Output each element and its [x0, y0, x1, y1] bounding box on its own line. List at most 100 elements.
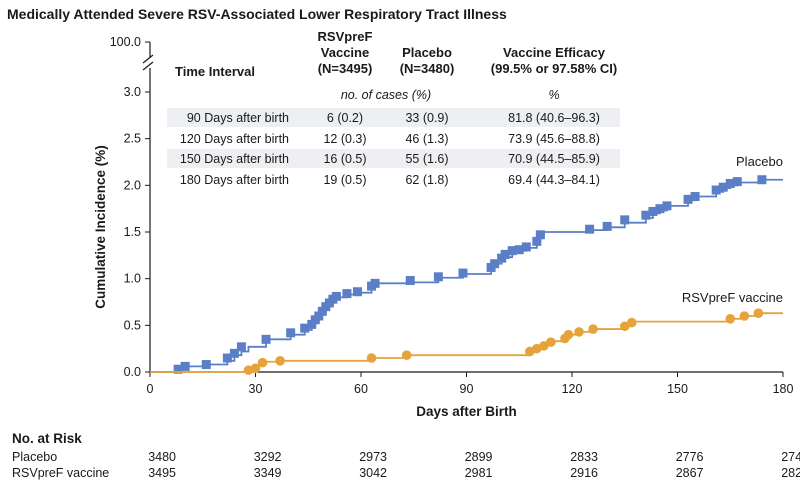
data-point-placebo: [514, 245, 524, 255]
risk-value: 3495: [148, 466, 176, 480]
table-cell-vaccine: 6 (0.2): [327, 111, 363, 125]
data-point-placebo: [173, 364, 183, 374]
table-header-efficacy: Vaccine Efficacy: [503, 45, 606, 60]
data-point-placebo: [180, 361, 190, 371]
data-point-rsvpref-vaccine: [539, 341, 549, 351]
data-point-rsvpref-vaccine: [366, 353, 377, 363]
risk-value: 2833: [570, 450, 598, 464]
data-point-placebo: [757, 175, 767, 185]
data-point-placebo: [317, 306, 327, 316]
table-header-vaccine: (N=3495): [318, 61, 373, 76]
data-point-placebo: [261, 334, 271, 344]
table-cell-vaccine: 19 (0.5): [323, 173, 366, 187]
data-point-rsvpref-vaccine: [753, 308, 764, 319]
data-point-placebo: [286, 328, 296, 338]
y-tick-label: 1.5: [124, 225, 141, 239]
data-point-placebo: [620, 215, 630, 225]
risk-value: 3349: [254, 466, 282, 480]
data-point-rsvpref-vaccine: [626, 317, 637, 328]
risk-row-label: RSVpreF vaccine: [12, 466, 109, 480]
x-tick-label: 90: [460, 382, 474, 396]
axis-break-gap: [142, 58, 158, 68]
data-point-placebo: [314, 311, 324, 321]
table-cell-placebo: 33 (0.9): [405, 111, 448, 125]
data-point-rsvpref-vaccine: [401, 350, 412, 361]
data-point-placebo: [655, 204, 665, 214]
data-point-placebo: [641, 210, 651, 220]
y-tick-label: 2.5: [124, 132, 141, 146]
table-header-efficacy: (99.5% or 97.58% CI): [491, 61, 617, 76]
risk-value: 2973: [359, 450, 387, 464]
data-point-placebo: [300, 323, 310, 333]
data-point-rsvpref-vaccine: [257, 357, 268, 368]
data-point-rsvpref-vaccine: [588, 324, 598, 334]
data-point-placebo: [307, 319, 317, 329]
data-point-rsvpref-vaccine: [725, 314, 736, 324]
data-point-placebo: [370, 278, 380, 288]
y-axis-label: Cumulative Incidence (%): [93, 145, 108, 309]
data-point-placebo: [236, 342, 246, 352]
x-tick-label: 0: [147, 382, 154, 396]
table-cell-vaccine: 12 (0.3): [323, 132, 366, 146]
y-tick-label: 3.0: [124, 85, 141, 99]
data-point-placebo: [711, 185, 721, 195]
table-cell-efficacy: 81.8 (40.6–96.3): [508, 111, 600, 125]
data-point-placebo: [490, 259, 500, 269]
data-point-placebo: [405, 276, 415, 286]
table-cell-interval: 150 Days after birth: [180, 152, 289, 166]
table-header-placebo: Placebo: [402, 45, 452, 60]
data-point-placebo: [683, 194, 693, 204]
table-cell-efficacy: 69.4 (44.3–84.1): [508, 173, 600, 187]
table-subheader-percent: %: [548, 88, 559, 102]
x-tick-label: 120: [562, 382, 583, 396]
data-point-placebo: [535, 230, 545, 240]
data-point-placebo: [585, 224, 595, 234]
table-cell-placebo: 46 (1.3): [405, 132, 448, 146]
table-header-placebo: (N=3480): [400, 61, 455, 76]
table-cell-efficacy: 70.9 (44.5–85.9): [508, 152, 600, 166]
table-cell-vaccine: 16 (0.5): [323, 152, 366, 166]
table-cell-interval: 90 Days after birth: [187, 111, 289, 125]
data-point-placebo: [342, 289, 352, 299]
data-point-placebo: [229, 348, 239, 358]
data-point-rsvpref-vaccine: [574, 327, 584, 337]
data-point-placebo: [521, 242, 531, 252]
data-point-placebo: [201, 360, 211, 370]
data-point-placebo: [725, 178, 735, 188]
data-point-placebo: [532, 236, 542, 246]
data-point-placebo: [331, 291, 341, 301]
risk-value: 2867: [676, 466, 704, 480]
risk-value: 2916: [570, 466, 598, 480]
chart-title: Medically Attended Severe RSV-Associated…: [7, 6, 507, 22]
table-subheader-cases: no. of cases (%): [341, 88, 431, 102]
data-point-placebo: [648, 206, 658, 216]
table-row-shade: [167, 149, 620, 168]
data-point-placebo: [690, 192, 700, 202]
risk-value: 3042: [359, 466, 387, 480]
table-header-vaccine: Vaccine: [321, 45, 369, 60]
table-cell-placebo: 62 (1.8): [405, 173, 448, 187]
table-header-vaccine: RSVpreF: [318, 29, 373, 44]
y-tick-label-break: 100.0: [110, 35, 141, 49]
data-point-rsvpref-vaccine: [546, 337, 556, 347]
table-row-shade: [167, 108, 620, 127]
table-cell-interval: 120 Days after birth: [180, 132, 289, 146]
y-tick-label: 0.0: [124, 365, 141, 379]
axis-break-mark: [142, 61, 154, 71]
data-point-placebo: [507, 246, 517, 256]
risk-table-heading: No. at Risk: [12, 431, 82, 446]
y-tick-label: 1.0: [124, 272, 141, 286]
y-tick-label: 2.0: [124, 178, 141, 192]
data-point-rsvpref-vaccine: [275, 356, 285, 366]
series-label-placebo: Placebo: [736, 154, 783, 169]
table-header-interval: Time Interval: [175, 64, 255, 79]
y-tick-label: 0.5: [124, 318, 141, 332]
risk-row-label: Placebo: [12, 450, 57, 464]
x-tick-label: 180: [773, 382, 794, 396]
data-point-rsvpref-vaccine: [739, 311, 750, 321]
data-point-placebo: [222, 353, 232, 363]
risk-value: 2749: [781, 450, 800, 464]
x-axis-label: Days after Birth: [416, 404, 517, 419]
risk-value: 2899: [465, 450, 493, 464]
